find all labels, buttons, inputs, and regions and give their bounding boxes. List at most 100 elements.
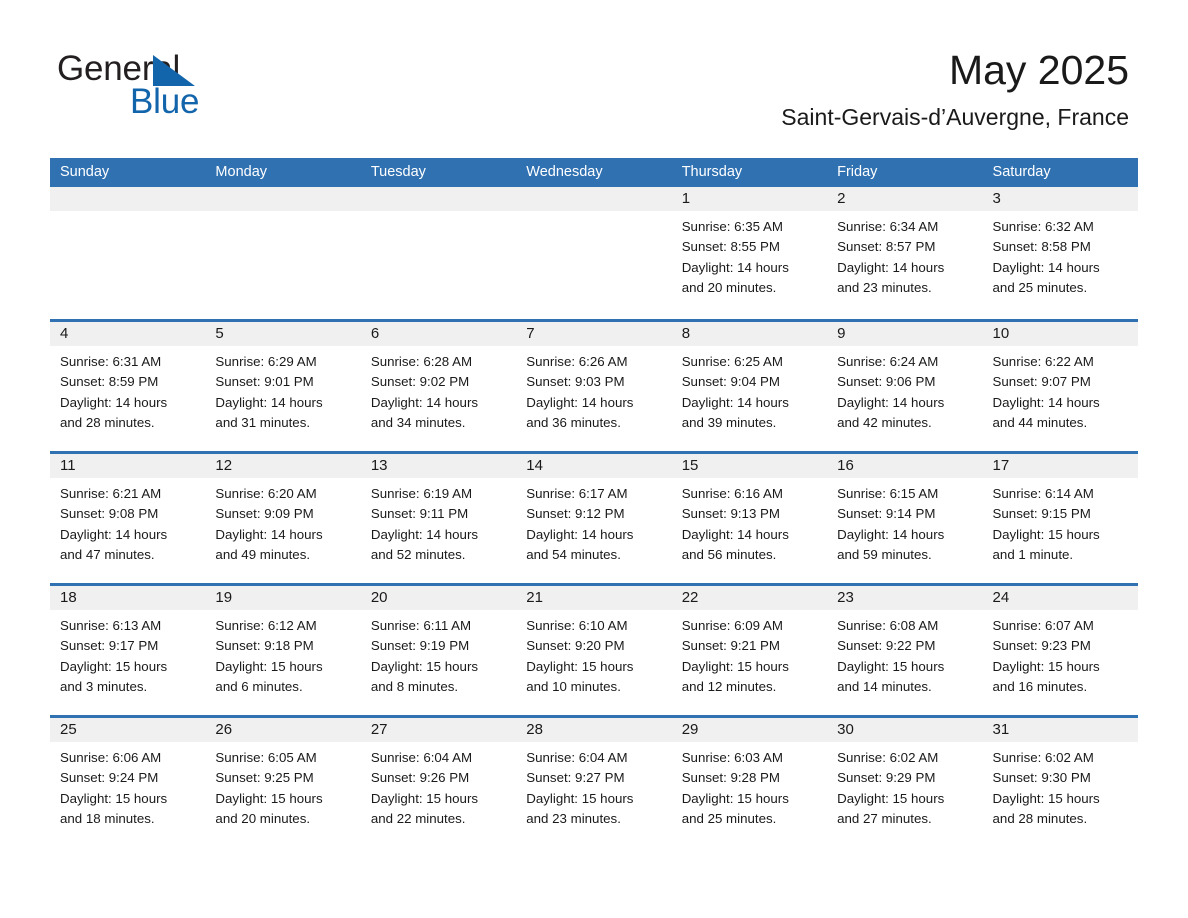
daylight-text-line1: Daylight: 14 hours <box>60 394 168 410</box>
daylight-text-line2: and 31 minutes. <box>215 414 311 430</box>
daylight-text-line1: Daylight: 15 hours <box>60 790 168 806</box>
day-cell[interactable]: 18 Sunrise: 6:13 AM Sunset: 9:17 PM Dayligh… <box>50 586 206 715</box>
day-details: Sunrise: 6:22 AM Sunset: 9:07 PM Daylight:… <box>983 346 1138 433</box>
day-cell[interactable]: 9 Sunrise: 6:24 AM Sunset: 9:06 PM Daylight… <box>827 322 983 451</box>
day-number-band: 24 <box>982 586 1138 610</box>
daylight-text-line2: and 6 minutes. <box>215 678 303 694</box>
sunset-text: Sunset: 8:58 PM <box>992 239 1091 255</box>
day-details: Sunrise: 6:14 AM Sunset: 9:15 PM Daylight:… <box>983 478 1138 565</box>
day-cell[interactable]: 17 Sunrise: 6:14 AM Sunset: 9:15 PM Dayligh… <box>982 454 1138 583</box>
sunset-text: Sunset: 9:23 PM <box>992 638 1091 654</box>
day-details: Sunrise: 6:12 AM Sunset: 9:18 PM Daylight:… <box>205 610 360 697</box>
day-cell[interactable]: 14 Sunrise: 6:17 AM Sunset: 9:12 PM Dayligh… <box>516 454 672 583</box>
sunset-text: Sunset: 9:08 PM <box>60 506 159 522</box>
day-cell[interactable]: 5 Sunrise: 6:29 AM Sunset: 9:01 PM Daylight… <box>205 322 361 451</box>
day-details: Sunrise: 6:04 AM Sunset: 9:26 PM Daylight:… <box>361 742 516 829</box>
day-details: Sunrise: 6:20 AM Sunset: 9:09 PM Daylight:… <box>205 478 360 565</box>
day-number: 11 <box>60 457 76 474</box>
day-number-band: 27 <box>360 718 517 742</box>
daylight-text-line1: Daylight: 15 hours <box>837 658 945 674</box>
day-cell[interactable]: 4 Sunrise: 6:31 AM Sunset: 8:59 PM Daylight… <box>50 322 206 451</box>
daylight-text-line2: and 16 minutes. <box>992 678 1088 694</box>
sunrise-text: Sunrise: 6:34 AM <box>837 219 939 234</box>
day-cell[interactable]: 24 Sunrise: 6:07 AM Sunset: 9:23 PM Dayligh… <box>982 586 1138 715</box>
day-cell[interactable]: 20 Sunrise: 6:11 AM Sunset: 9:19 PM Dayligh… <box>360 586 517 715</box>
calendar-weeks: 1 Sunrise: 6:35 AM Sunset: 8:55 PM Daylight… <box>50 187 1138 847</box>
day-cell[interactable]: 3 Sunrise: 6:32 AM Sunset: 8:58 PM Daylight… <box>982 187 1138 319</box>
sunrise-text: Sunrise: 6:24 AM <box>837 354 939 369</box>
day-cell-empty <box>516 187 672 319</box>
day-details: Sunrise: 6:05 AM Sunset: 9:25 PM Daylight:… <box>205 742 360 829</box>
daylight-text-line2: and 18 minutes. <box>60 810 155 826</box>
day-number-band: 13 <box>360 454 517 478</box>
day-cell[interactable]: 31 Sunrise: 6:02 AM Sunset: 9:30 PM Dayligh… <box>982 718 1138 847</box>
day-number: 25 <box>60 721 77 738</box>
daylight-text-line1: Daylight: 14 hours <box>992 394 1100 410</box>
day-cell[interactable]: 2 Sunrise: 6:34 AM Sunset: 8:57 PM Daylight… <box>827 187 983 319</box>
masthead: General Blue May 2025 Saint-Gervais-d’Au… <box>0 0 1188 152</box>
sunset-text: Sunset: 9:28 PM <box>681 770 780 786</box>
calendar-week-row: 1 Sunrise: 6:35 AM Sunset: 8:55 PM Daylight… <box>50 187 1138 319</box>
day-number: 26 <box>215 721 233 738</box>
day-details: Sunrise: 6:04 AM Sunset: 9:27 PM Daylight:… <box>516 742 671 829</box>
day-cell[interactable]: 10 Sunrise: 6:22 AM Sunset: 9:07 PM Dayligh… <box>982 322 1138 451</box>
daylight-text-line1: Daylight: 14 hours <box>370 526 479 542</box>
sunrise-text: Sunrise: 6:31 AM <box>60 354 162 369</box>
day-cell[interactable]: 11 Sunrise: 6:21 AM Sunset: 9:08 PM Dayligh… <box>50 454 206 583</box>
day-number-band: 11 <box>50 454 206 478</box>
day-details: Sunrise: 6:03 AM Sunset: 9:28 PM Daylight:… <box>672 742 827 829</box>
daylight-text-line1: Daylight: 15 hours <box>215 658 323 674</box>
day-cell[interactable]: 22 Sunrise: 6:09 AM Sunset: 9:21 PM Dayligh… <box>671 586 828 715</box>
daylight-text-line2: and 49 minutes. <box>215 546 311 562</box>
day-cell[interactable]: 28 Sunrise: 6:04 AM Sunset: 9:27 PM Dayligh… <box>516 718 672 847</box>
calendar-week-row: 4 Sunrise: 6:31 AM Sunset: 8:59 PM Daylight… <box>50 319 1138 451</box>
day-cell[interactable]: 16 Sunrise: 6:15 AM Sunset: 9:14 PM Dayligh… <box>827 454 983 583</box>
day-number: 9 <box>837 325 846 342</box>
day-cell[interactable]: 25 Sunrise: 6:06 AM Sunset: 9:24 PM Dayligh… <box>50 718 206 847</box>
day-number: 12 <box>215 457 233 474</box>
sunrise-text: Sunrise: 6:11 AM <box>370 618 472 633</box>
day-cell[interactable]: 23 Sunrise: 6:08 AM Sunset: 9:22 PM Dayligh… <box>827 586 983 715</box>
day-cell[interactable]: 30 Sunrise: 6:02 AM Sunset: 9:29 PM Dayligh… <box>827 718 983 847</box>
sunrise-text: Sunrise: 6:02 AM <box>992 750 1094 765</box>
daylight-text-line1: Daylight: 14 hours <box>681 259 789 275</box>
day-cell[interactable]: 27 Sunrise: 6:04 AM Sunset: 9:26 PM Dayligh… <box>360 718 517 847</box>
sunset-text: Sunset: 9:27 PM <box>526 770 625 786</box>
daylight-text-line2: and 23 minutes. <box>837 279 932 295</box>
day-number-band: 19 <box>205 586 361 610</box>
day-cell[interactable]: 29 Sunrise: 6:03 AM Sunset: 9:28 PM Dayligh… <box>671 718 828 847</box>
sunrise-text: Sunrise: 6:25 AM <box>681 354 783 369</box>
day-number-band: 21 <box>516 586 672 610</box>
day-number: 27 <box>370 721 388 738</box>
sunset-text: Sunset: 9:24 PM <box>60 770 159 786</box>
day-cell[interactable]: 13 Sunrise: 6:19 AM Sunset: 9:11 PM Dayligh… <box>360 454 517 583</box>
day-cell[interactable]: 26 Sunrise: 6:05 AM Sunset: 9:25 PM Dayligh… <box>205 718 361 847</box>
day-cell[interactable]: 12 Sunrise: 6:20 AM Sunset: 9:09 PM Dayligh… <box>205 454 361 583</box>
daylight-text-line1: Daylight: 15 hours <box>837 790 945 806</box>
sunset-text: Sunset: 8:59 PM <box>60 374 159 390</box>
day-number-band: 7 <box>516 322 672 346</box>
day-cell[interactable]: 6 Sunrise: 6:28 AM Sunset: 9:02 PM Daylight… <box>360 322 517 451</box>
weekday-header-row: Sunday Monday Tuesday Wednesday Thursday… <box>50 158 1138 187</box>
day-number-band: 31 <box>982 718 1138 742</box>
triangle-flag-icon <box>153 55 195 86</box>
brand-logo[interactable]: General Blue <box>57 49 317 129</box>
day-details: Sunrise: 6:28 AM Sunset: 9:02 PM Daylight:… <box>361 346 516 433</box>
day-number-band: 26 <box>205 718 361 742</box>
day-cell[interactable]: 7 Sunrise: 6:26 AM Sunset: 9:03 PM Daylight… <box>516 322 672 451</box>
day-cell[interactable]: 21 Sunrise: 6:10 AM Sunset: 9:20 PM Dayligh… <box>516 586 672 715</box>
day-cell[interactable]: 8 Sunrise: 6:25 AM Sunset: 9:04 PM Daylight… <box>671 322 828 451</box>
page-subtitle: Saint-Gervais-d’Auvergne, France <box>781 104 1129 130</box>
day-number-band: 15 <box>671 454 828 478</box>
day-cell[interactable]: 1 Sunrise: 6:35 AM Sunset: 8:55 PM Daylight… <box>671 187 828 319</box>
calendar-week-row: 18 Sunrise: 6:13 AM Sunset: 9:17 PM Dayligh… <box>50 583 1138 715</box>
daylight-text-line2: and 44 minutes. <box>992 414 1088 430</box>
day-cell[interactable]: 15 Sunrise: 6:16 AM Sunset: 9:13 PM Dayligh… <box>671 454 828 583</box>
day-number-band: 23 <box>827 586 983 610</box>
day-number-band: 29 <box>671 718 828 742</box>
day-cell[interactable]: 19 Sunrise: 6:12 AM Sunset: 9:18 PM Dayligh… <box>205 586 361 715</box>
sunset-text: Sunset: 9:29 PM <box>837 770 936 786</box>
day-number: 5 <box>215 325 224 342</box>
day-number: 17 <box>992 457 1010 474</box>
daylight-text-line1: Daylight: 14 hours <box>215 526 323 542</box>
